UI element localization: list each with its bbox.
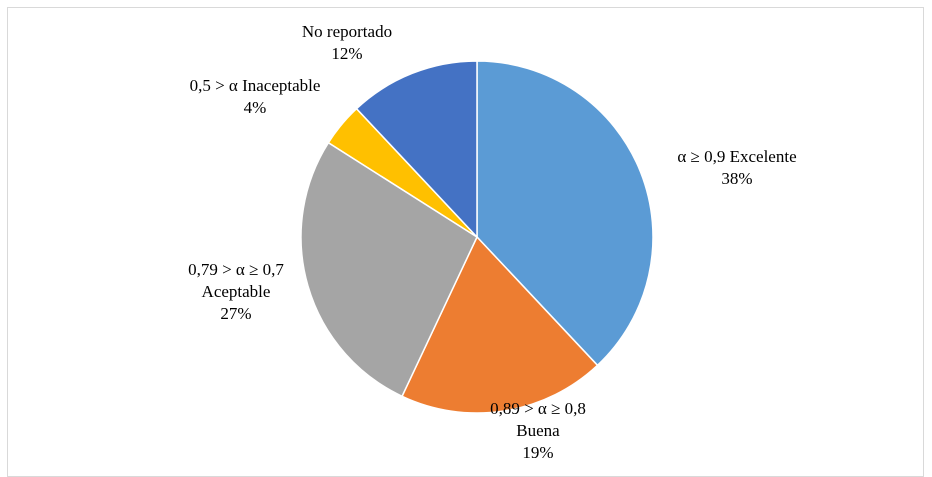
data-label-text: Aceptable: [202, 282, 271, 301]
pie-slice-1: [401, 235, 599, 414]
data-label-4: No reportado 12%: [302, 22, 392, 63]
pie-slice-4: [355, 60, 478, 239]
data-label-text: No reportado: [302, 22, 392, 41]
data-label-percent: 19%: [522, 443, 553, 462]
data-label-text: Buena: [516, 421, 560, 440]
data-label-percent: 38%: [721, 169, 752, 188]
data-label-text: α ≥ 0,9 Excelente: [677, 147, 796, 166]
data-label-3: 0,5 > α Inaceptable 4%: [190, 76, 321, 117]
data-label-text: 0,79 > α ≥ 0,7: [188, 260, 284, 279]
data-label-percent: 12%: [331, 44, 362, 63]
data-labels: α ≥ 0,9 Excelente 38% 0,89 > α ≥ 0,8 Buena 1…: [188, 22, 797, 462]
pie-slice-2: [300, 141, 478, 398]
data-label-0: α ≥ 0,9 Excelente 38%: [677, 147, 796, 188]
data-label-2: 0,79 > α ≥ 0,7 Aceptable 27%: [188, 260, 284, 323]
data-label-1: 0,89 > α ≥ 0,8 Buena 19%: [490, 399, 586, 462]
pie-slices: [300, 60, 654, 414]
data-label-text: 0,89 > α ≥ 0,8: [490, 399, 586, 418]
data-label-text: 0,5 > α Inaceptable: [190, 76, 321, 95]
pie-slice-0: [476, 60, 654, 367]
data-label-percent: 4%: [244, 98, 267, 117]
data-label-percent: 27%: [220, 304, 251, 323]
